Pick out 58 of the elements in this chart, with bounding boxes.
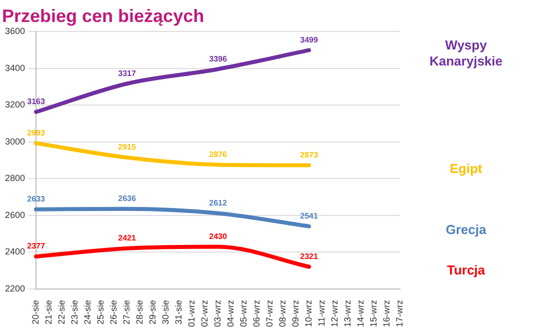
data-label: 3317 xyxy=(118,68,136,78)
x-tick-label: 29-sie xyxy=(148,300,158,325)
x-tick-label: 07-wrz xyxy=(264,300,274,328)
x-tick-label: 12-wrz xyxy=(329,300,340,328)
data-label: 2636 xyxy=(118,194,136,204)
x-tick-label: 26-sie xyxy=(108,300,118,325)
data-label: 2876 xyxy=(209,150,228,159)
y-tick-label: 3400 xyxy=(4,62,26,73)
data-label: 2377 xyxy=(27,242,46,251)
x-tick-label: 25-sie xyxy=(96,300,106,325)
x-tick-label: 23-sie xyxy=(70,300,80,325)
x-tick-label: 08-wrz xyxy=(277,300,288,328)
y-tick-label: 2200 xyxy=(4,283,26,294)
data-label: 3396 xyxy=(209,54,228,64)
x-tick-label: 11-wrz xyxy=(316,300,326,326)
x-tick-label: 21-sie xyxy=(44,300,54,325)
data-label: 2873 xyxy=(300,150,318,160)
x-tick-label: 14-wrz xyxy=(355,300,366,328)
data-label: 3163 xyxy=(27,97,46,106)
text: Wyspy Kanaryjskie xyxy=(430,38,502,69)
y-tick-label: 2600 xyxy=(4,210,26,220)
x-tick-label: 06-wrz xyxy=(251,300,262,328)
x-tick-label: 05-wrz xyxy=(238,300,248,328)
chart-title: Przebieg cen bieżących xyxy=(2,6,204,26)
x-tick-label: 31-sie xyxy=(173,300,184,325)
x-tick-label: 22-sie xyxy=(56,300,67,325)
x-tick-label: 20-sie xyxy=(30,300,41,325)
data-label: 2321 xyxy=(300,252,318,261)
x-tick-label: 02-wrz xyxy=(199,300,210,328)
data-label: 2993 xyxy=(27,128,46,138)
data-label: 3499 xyxy=(300,35,318,44)
y-tick-label: 3200 xyxy=(4,100,26,110)
x-tick-label: 15-wrz xyxy=(368,300,378,328)
data-label: 2612 xyxy=(209,198,228,208)
y-tick-label: 2400 xyxy=(4,246,26,257)
text: Turcja xyxy=(446,262,486,278)
x-tick-label: 27-sie xyxy=(122,300,132,325)
x-tick-label: 30-sie xyxy=(160,300,170,325)
data-label: 2915 xyxy=(118,142,136,152)
data-label: 2633 xyxy=(27,194,46,204)
x-tick-label: 09-wrz xyxy=(290,300,300,328)
x-tick-label: 03-wrz xyxy=(212,300,222,328)
x-tick-label: 24-sie xyxy=(82,300,93,325)
x-tick-label: 13-wrz xyxy=(342,300,352,328)
x-tick-label: 16-wrz xyxy=(381,300,392,328)
data-label: 2430 xyxy=(209,232,228,241)
text: Egipt xyxy=(450,160,483,176)
text: Grecja xyxy=(446,222,487,237)
x-tick-label: 01-wrz xyxy=(186,300,196,328)
x-tick-label: 10-wrz xyxy=(303,300,314,328)
x-tick-label: 04-wrz xyxy=(225,300,236,328)
data-label: 2541 xyxy=(300,212,318,221)
data-label: 2421 xyxy=(118,234,136,243)
y-tick-label: 3000 xyxy=(4,136,26,146)
y-tick-label: 2800 xyxy=(4,173,26,184)
x-tick-label: 28-sie xyxy=(134,300,144,325)
y-tick-label: 3600 xyxy=(4,26,26,36)
x-tick-label: 17-wrz xyxy=(394,300,404,328)
